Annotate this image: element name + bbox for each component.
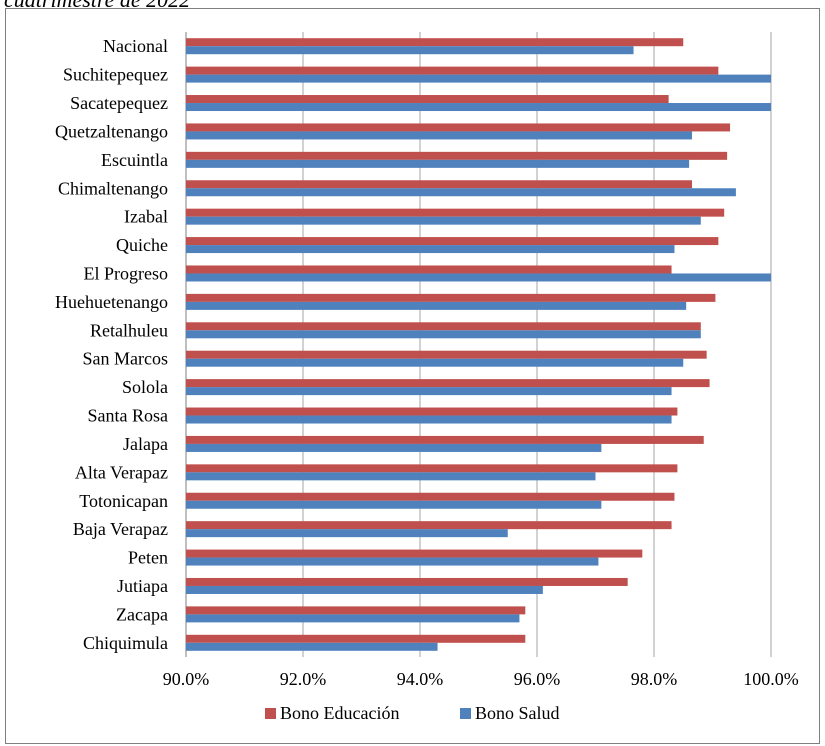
x-axis-ticks: 90.0% 92.0% 94.0% 96.0% 98.0% 100.0% bbox=[163, 669, 799, 689]
bar-salud-1 bbox=[186, 74, 771, 83]
bar-salud-5 bbox=[186, 188, 736, 197]
bar-educacion-13 bbox=[186, 407, 678, 416]
category-label: Jutiapa bbox=[117, 576, 168, 596]
bar-educacion-17 bbox=[186, 521, 672, 530]
category-label: Huehuetenango bbox=[55, 292, 168, 312]
category-label: Santa Rosa bbox=[88, 406, 169, 426]
x-tick-label: 90.0% bbox=[163, 669, 210, 689]
bar-salud-21 bbox=[186, 642, 438, 651]
bar-salud-4 bbox=[186, 159, 690, 168]
category-label: Baja Verapaz bbox=[73, 519, 168, 539]
bars bbox=[186, 38, 771, 651]
bar-educacion-1 bbox=[186, 66, 719, 75]
legend-swatch-1 bbox=[460, 708, 471, 719]
legend-label-0: Bono Educación bbox=[280, 703, 399, 723]
bar-educacion-21 bbox=[186, 634, 526, 643]
bar-salud-17 bbox=[186, 529, 508, 538]
bar-salud-6 bbox=[186, 216, 701, 225]
bar-salud-0 bbox=[186, 46, 634, 55]
category-label: Nacional bbox=[103, 36, 168, 56]
category-label: Alta Verapaz bbox=[75, 462, 168, 482]
legend: Bono Educación Bono Salud bbox=[265, 703, 560, 723]
bar-educacion-10 bbox=[186, 322, 701, 331]
bar-salud-16 bbox=[186, 500, 602, 509]
bar-salud-11 bbox=[186, 358, 684, 367]
category-label: Chiquimula bbox=[83, 633, 168, 653]
bar-educacion-5 bbox=[186, 180, 693, 189]
bar-educacion-18 bbox=[186, 549, 643, 558]
category-label: Sacatepequez bbox=[70, 93, 168, 113]
bar-salud-2 bbox=[186, 103, 771, 112]
x-tick-label: 92.0% bbox=[280, 669, 327, 689]
bar-salud-9 bbox=[186, 301, 687, 310]
bar-salud-19 bbox=[186, 585, 543, 594]
bar-educacion-16 bbox=[186, 492, 675, 501]
bar-salud-8 bbox=[186, 273, 771, 282]
bar-salud-10 bbox=[186, 330, 701, 339]
category-labels: Nacional Suchitepequez Sacatepequez Quetzal… bbox=[55, 36, 168, 653]
category-label: Suchitepequez bbox=[63, 65, 168, 85]
category-label: San Marcos bbox=[83, 349, 168, 369]
bar-educacion-2 bbox=[186, 95, 669, 104]
x-tick-label: 100.0% bbox=[743, 669, 799, 689]
bar-educacion-19 bbox=[186, 577, 628, 586]
bar-educacion-11 bbox=[186, 350, 707, 359]
bar-salud-12 bbox=[186, 387, 672, 396]
x-tick-label: 94.0% bbox=[397, 669, 444, 689]
bar-educacion-8 bbox=[186, 265, 672, 274]
category-label: Quiche bbox=[116, 235, 168, 255]
bar-salud-20 bbox=[186, 614, 520, 623]
bar-educacion-4 bbox=[186, 151, 728, 160]
bar-salud-18 bbox=[186, 557, 599, 566]
x-tick-label: 96.0% bbox=[514, 669, 561, 689]
bar-educacion-20 bbox=[186, 606, 526, 615]
bar-educacion-12 bbox=[186, 379, 710, 388]
category-label: Izabal bbox=[124, 207, 168, 227]
bar-educacion-3 bbox=[186, 123, 731, 132]
category-label: Escuintla bbox=[101, 150, 168, 170]
bar-educacion-6 bbox=[186, 208, 725, 217]
x-tick-label: 98.0% bbox=[631, 669, 678, 689]
legend-label-1: Bono Salud bbox=[475, 703, 560, 723]
category-label: Totonicapan bbox=[79, 491, 168, 511]
bar-educacion-14 bbox=[186, 435, 704, 444]
bar-salud-7 bbox=[186, 245, 675, 254]
category-label: Retalhuleu bbox=[90, 320, 168, 340]
category-label: Jalapa bbox=[123, 434, 168, 454]
bar-salud-13 bbox=[186, 415, 672, 424]
category-label: Quetzaltenango bbox=[55, 121, 168, 141]
bar-salud-3 bbox=[186, 131, 693, 140]
bar-salud-14 bbox=[186, 443, 602, 452]
bar-salud-15 bbox=[186, 472, 596, 481]
bar-educacion-7 bbox=[186, 237, 719, 246]
category-label: El Progreso bbox=[84, 263, 169, 283]
bar-educacion-0 bbox=[186, 38, 684, 47]
legend-swatch-0 bbox=[265, 708, 276, 719]
category-label: Zacapa bbox=[116, 604, 168, 624]
bar-educacion-15 bbox=[186, 464, 678, 473]
category-label: Chimaltenango bbox=[58, 178, 168, 198]
category-label: Solola bbox=[122, 377, 168, 397]
category-label: Peten bbox=[128, 548, 168, 568]
bar-educacion-9 bbox=[186, 293, 716, 302]
